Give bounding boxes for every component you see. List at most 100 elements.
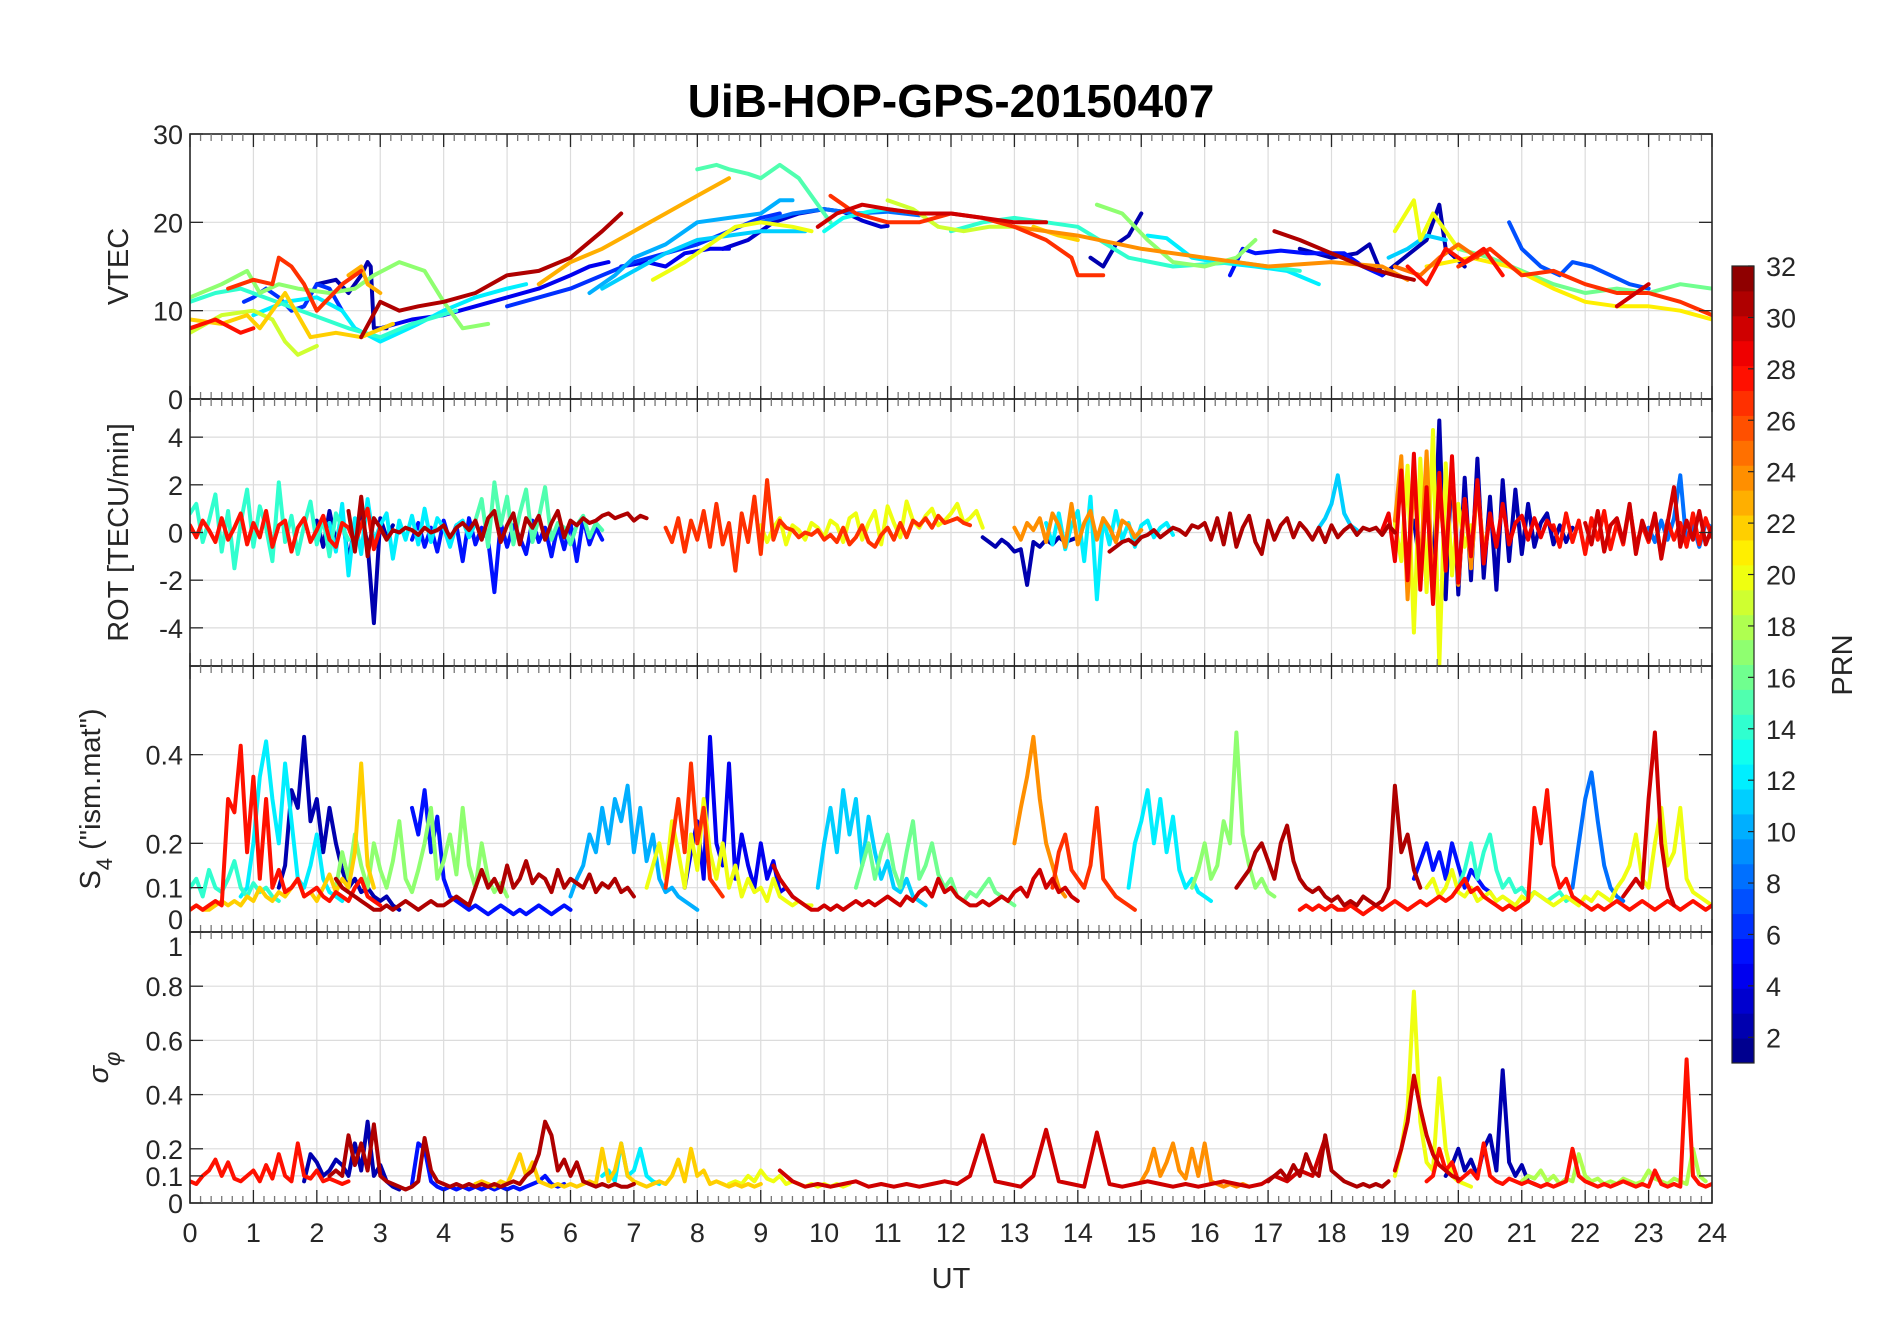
s4-series-prn-14 xyxy=(190,859,281,903)
sigma-series-prn-31 xyxy=(327,1119,636,1192)
colorbar-swatch xyxy=(1732,390,1754,416)
vtec-series-prn-4 xyxy=(619,246,731,269)
colorbar-tick-label: 32 xyxy=(1766,252,1796,282)
vtec-series-prn-23 xyxy=(536,176,731,287)
y-tick-label: 10 xyxy=(153,297,183,327)
x-tick-labels: 0 1 2 3 4 5 6 7 8 9 10 11 12 13 14 15 16 17 18 19 20 21 22 23 24 xyxy=(182,1218,1727,1248)
colorbar-swatch xyxy=(1732,913,1754,939)
colorbar-box xyxy=(1731,265,1755,1064)
colorbar-swatch xyxy=(1732,1038,1754,1064)
x-tick-label: 7 xyxy=(626,1218,641,1248)
s4-series-prn-5 xyxy=(410,788,573,917)
rot-series-prn-20 xyxy=(758,499,985,547)
s4-series-prn-30 xyxy=(1621,730,1676,908)
rot-series-prn-2 xyxy=(1411,418,1575,602)
colorbar-tick-label: 28 xyxy=(1766,355,1796,385)
vtec-series-prn-31 xyxy=(1272,229,1416,282)
y-axis-label-s4: S4 ("ism.mat") xyxy=(75,708,117,889)
x-tick-label: 9 xyxy=(753,1218,768,1248)
y-tick-label: 2 xyxy=(168,471,183,501)
vtec-series-prn-21 xyxy=(1424,255,1712,322)
colorbar-swatch xyxy=(1732,963,1754,989)
rot-series-prn-28 xyxy=(190,506,383,554)
s4-series-prn-16 xyxy=(853,819,1017,908)
sigma-series-prn-30 xyxy=(1392,1073,1461,1181)
x-tick-label: 11 xyxy=(874,1218,902,1248)
vtec-series-prn-31 xyxy=(359,211,624,340)
colorbar-swatch xyxy=(1732,664,1754,690)
vtec-series-prn-22 xyxy=(190,291,395,340)
sigma-series-prn-18 xyxy=(1519,1146,1708,1186)
panel-s4: 00.1 0.2 0.4 S4 ("ism.mat") xyxy=(75,665,1713,935)
colorbar-swatch xyxy=(1732,614,1754,641)
colorbar-swatch xyxy=(1732,290,1754,317)
s4-series-prn-12 xyxy=(1126,788,1213,903)
colorbar-swatch xyxy=(1732,1013,1754,1039)
y-tick-label: 0.8 xyxy=(145,972,183,1002)
vtec-series-prn-19 xyxy=(885,198,1017,234)
x-tick-label: 2 xyxy=(309,1218,324,1248)
y-axis-label-main: S xyxy=(75,870,107,889)
vtec-series-prn-14 xyxy=(190,286,459,340)
x-tick-label: 13 xyxy=(999,1218,1029,1248)
colorbar-tick-label: 2 xyxy=(1766,1023,1781,1053)
colorbar-swatch xyxy=(1732,415,1754,441)
x-tick-label: 23 xyxy=(1634,1218,1664,1248)
y-tick-label: -4 xyxy=(159,614,183,644)
sigma-series-prn-28 xyxy=(1424,1057,1712,1189)
s4-series-prn-10 xyxy=(568,783,700,912)
rot-series-prn-31 xyxy=(346,494,649,559)
vtec-series-prn-20 xyxy=(1392,198,1461,251)
s4-series-prn-27 xyxy=(663,761,725,899)
y-tick-label: 0.4 xyxy=(145,741,183,771)
vtec-series-prn-19 xyxy=(190,308,319,357)
series-group xyxy=(190,418,1712,666)
y-axis-label-main: σ xyxy=(83,1064,115,1083)
vtec-series-prn-10 xyxy=(587,198,795,295)
vtec-series-prn-17 xyxy=(190,260,491,331)
y-tick-label: 30 xyxy=(153,120,183,150)
s4-series-prn-17 xyxy=(333,805,510,899)
y-axis-label-subscript: 4 xyxy=(92,858,117,870)
s4-series-prn-27 xyxy=(1050,805,1137,912)
vtec-series-prn-4 xyxy=(378,260,611,331)
s4-series-prn-30 xyxy=(771,863,1080,912)
vtec-series-prn-30 xyxy=(1614,282,1651,309)
colorbar-tick-label: 22 xyxy=(1766,509,1796,539)
x-tick-label: 14 xyxy=(1063,1218,1093,1248)
panel-sigma: 00.10.2 0.4 0.6 0.8 1 σφ xyxy=(83,931,1713,1219)
colorbar-tick-label: 4 xyxy=(1766,972,1781,1002)
vtec-series-prn-7 xyxy=(1507,220,1651,291)
y-axis-label-rest: ("ism.mat") xyxy=(75,708,107,857)
s4-series-prn-11 xyxy=(815,788,928,908)
colorbar-tick-label: 12 xyxy=(1766,766,1796,796)
s4-series-prn-24 xyxy=(1012,734,1068,899)
colorbar-tick-label: 6 xyxy=(1766,920,1781,950)
rot-series-prn-30 xyxy=(1583,485,1712,561)
x-tick-label: 0 xyxy=(182,1218,197,1248)
x-tick-label: 1 xyxy=(246,1218,261,1248)
x-tick-label: 5 xyxy=(500,1218,515,1248)
panel-rot: -4 -2 0 2 4 ROT [TECU/min] xyxy=(103,398,1713,667)
x-tick-label: 8 xyxy=(690,1218,705,1248)
y-tick-label: -2 xyxy=(159,566,183,596)
x-tick-label: 24 xyxy=(1697,1218,1727,1248)
colorbar-swatch xyxy=(1732,813,1754,840)
vtec-series-prn-16 xyxy=(1456,246,1712,295)
chart-title: UiB-HOP-GPS-20150407 xyxy=(688,75,1215,127)
colorbar-tick-label: 8 xyxy=(1766,869,1781,899)
s4-series-prn-31 xyxy=(333,859,636,912)
vtec-series-prn-23 xyxy=(346,264,383,295)
y-tick-label: 0 xyxy=(168,519,183,549)
colorbar-swatch xyxy=(1732,315,1754,342)
y-tick-label: 0.4 xyxy=(145,1081,183,1111)
vtec-series-prn-27 xyxy=(1456,246,1712,318)
x-tick-label: 22 xyxy=(1570,1218,1600,1248)
x-tick-label: 20 xyxy=(1443,1218,1473,1248)
colorbar-swatch xyxy=(1732,365,1754,392)
x-tick-label: 17 xyxy=(1253,1218,1283,1248)
x-tick-label: 12 xyxy=(936,1218,966,1248)
s4-series-prn-14 xyxy=(1456,832,1581,903)
panel-vtec: 0 10 20 30 VTEC xyxy=(103,120,1713,415)
